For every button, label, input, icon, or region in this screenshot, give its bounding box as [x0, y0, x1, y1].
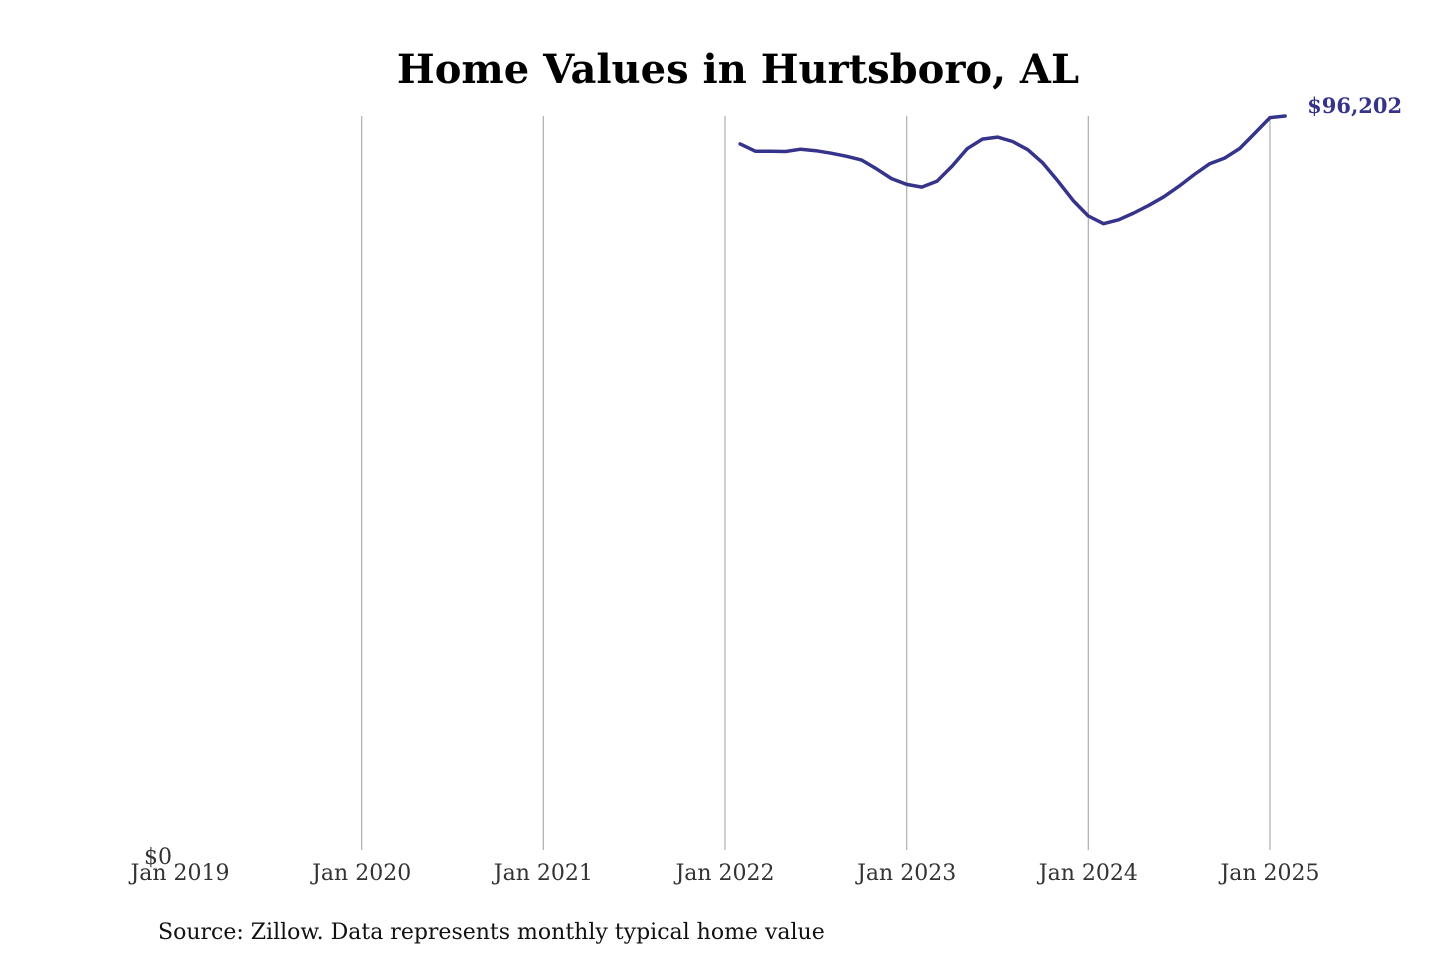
x-tick-label: Jan 2019	[128, 861, 229, 886]
x-axis-tick-labels: Jan 2019 Jan 2020 Jan 2021 Jan 2022 Jan 2023…	[128, 861, 1319, 886]
y-axis-tick-labels: $0	[144, 845, 172, 870]
y-tick-label: $0	[144, 845, 172, 870]
end-value-labels: $96,202	[1307, 93, 1402, 118]
x-tick-label: Jan 2023	[855, 861, 956, 886]
x-tick-label: Jan 2020	[310, 861, 411, 886]
x-tick-label: Jan 2021	[492, 861, 593, 886]
x-tick-label: Jan 2025	[1218, 861, 1319, 886]
vertical-gridlines	[361, 116, 1271, 850]
x-tick-label: Jan 2022	[673, 861, 774, 886]
x-tick-label: Jan 2024	[1037, 861, 1138, 886]
chart-title: Home Values in Hurtsboro, AL	[397, 46, 1079, 93]
series-line	[738, 114, 1287, 226]
end-value-label: $96,202	[1307, 93, 1402, 118]
series-lines	[738, 114, 1287, 226]
source-note: Source: Zillow. Data represents monthly …	[158, 920, 825, 945]
